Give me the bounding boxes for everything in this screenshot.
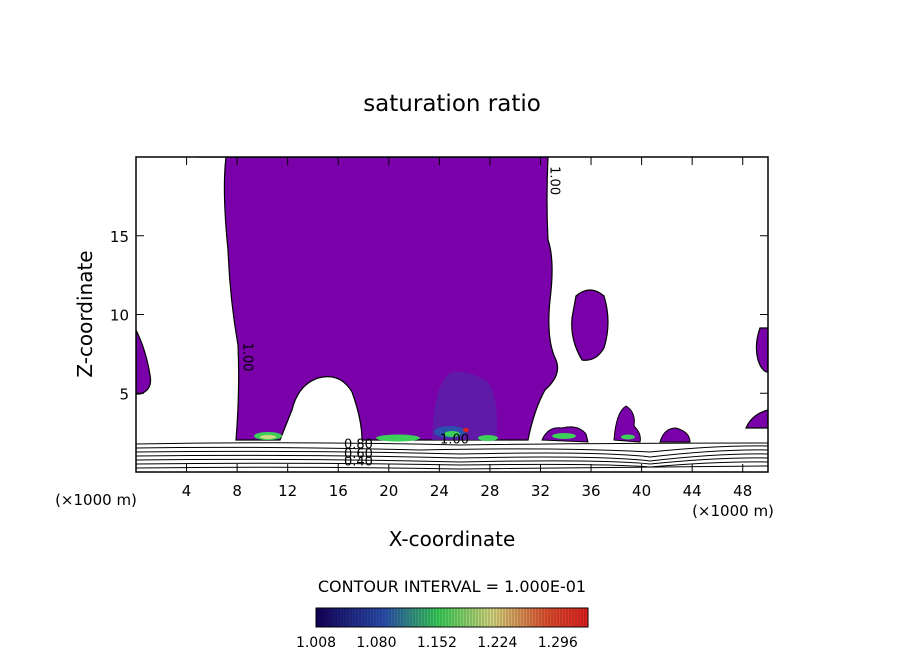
x-tick-label: 4 <box>182 482 192 500</box>
chart-title: saturation ratio <box>363 91 541 117</box>
supersaturated-region <box>198 157 559 441</box>
x-tick-label: 24 <box>430 482 449 500</box>
colorbar-tick-label: 1.080 <box>356 635 396 651</box>
x-tick-label: 8 <box>232 482 242 500</box>
x-tick-label: 40 <box>632 482 651 500</box>
contour-label: 0.80 <box>344 437 373 452</box>
high-saturation-patches <box>254 426 635 442</box>
x-tick-label: 16 <box>329 482 348 500</box>
low-cloud-blob <box>613 405 641 443</box>
colorbar-tick-label: 1.296 <box>538 635 578 651</box>
colorbar-stripes <box>317 609 586 626</box>
x-tick-label: 48 <box>733 482 752 500</box>
colorbar-tick-label: 1.152 <box>417 635 457 651</box>
contour-label: 1.00 <box>440 433 469 448</box>
y-tick-label: 5 <box>119 385 129 403</box>
y-tick-label: 15 <box>110 228 129 246</box>
contour-label: 0.60 <box>344 447 373 462</box>
y-axis-title: Z-coordinate <box>73 250 97 377</box>
colorbar-tick-label: 1.224 <box>477 635 517 651</box>
x-left-unit-label: (×1000 m) <box>55 491 137 509</box>
plot-area <box>136 157 768 470</box>
x-tick-label: 28 <box>480 482 499 500</box>
x-tick-label: 44 <box>683 482 702 500</box>
x-tick-label: 36 <box>581 482 600 500</box>
x-axis-title: X-coordinate <box>389 527 516 551</box>
x-tick-label: 32 <box>531 482 550 500</box>
supersaturated-region <box>745 409 768 429</box>
supersaturated-region <box>136 329 152 395</box>
supersaturated-region <box>571 289 609 361</box>
x-right-unit-label: (×1000 m) <box>692 502 774 520</box>
contour-interval-label: CONTOUR INTERVAL = 1.000E-01 <box>318 577 586 596</box>
colorbar-labels: 1.008 1.080 1.152 1.224 1.296 <box>296 635 578 651</box>
contour-label-layer: 1.00 1.00 1.00 0.800.600.40 <box>239 166 561 470</box>
low-cloud-blob <box>659 427 691 443</box>
supersaturated-region <box>755 327 768 373</box>
contour-label: 0.40 <box>344 455 373 470</box>
mottled-region <box>432 371 497 440</box>
x-tick-label: 12 <box>278 482 297 500</box>
surface-contours <box>136 442 768 470</box>
contour-label: 1.00 <box>547 166 562 195</box>
contour-label: 1.00 <box>239 343 254 372</box>
x-tick-label: 20 <box>379 482 398 500</box>
colorbar-tick-label: 1.008 <box>296 635 336 651</box>
y-tick-label: 10 <box>110 307 129 325</box>
